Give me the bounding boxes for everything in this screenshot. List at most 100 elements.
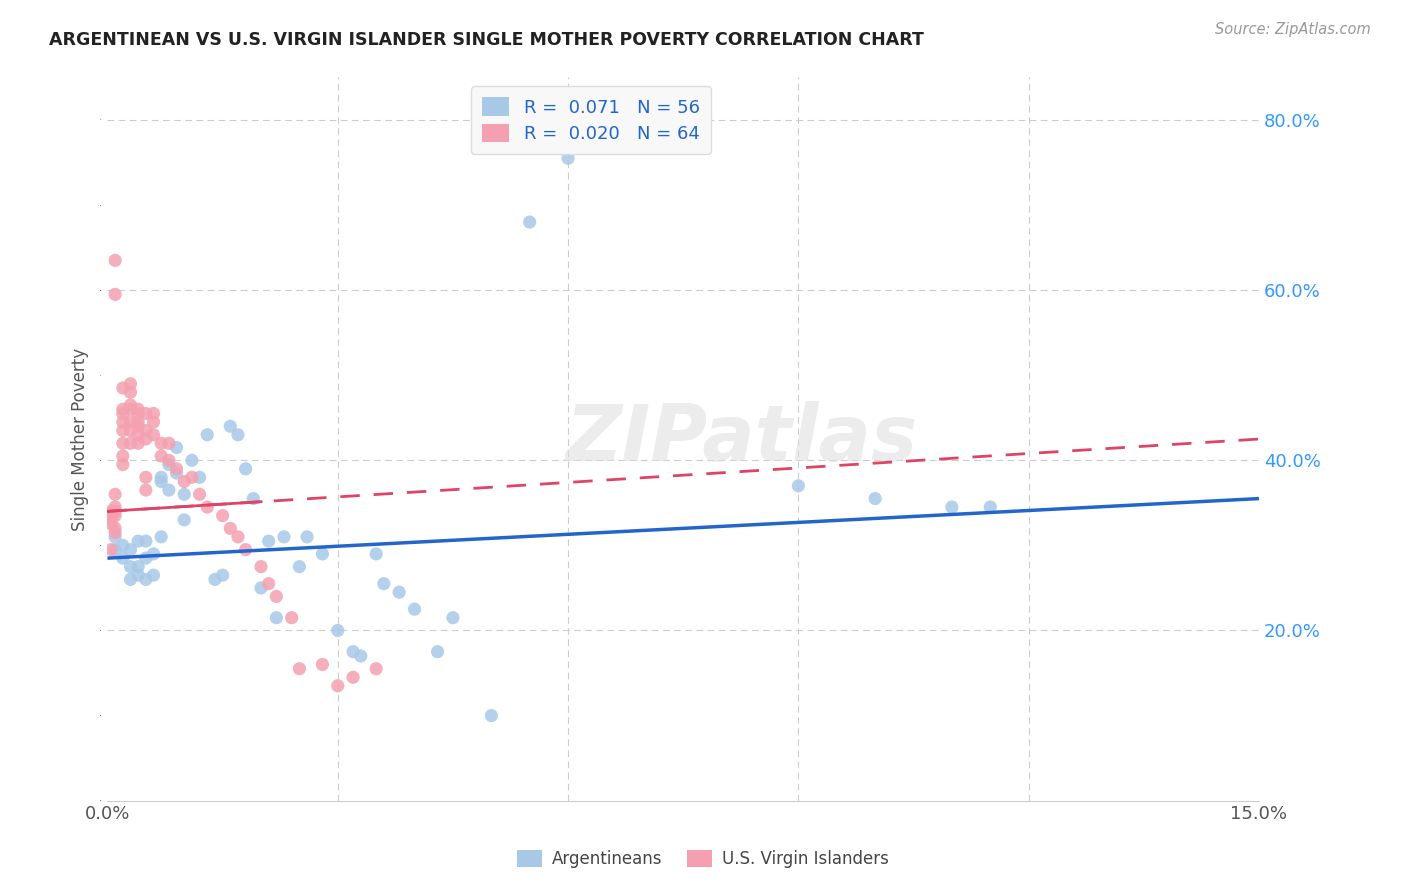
Point	[135, 483, 157, 497]
Point	[342, 670, 364, 684]
Point	[235, 462, 257, 476]
Point	[127, 415, 149, 429]
Point	[226, 427, 249, 442]
Point	[150, 530, 173, 544]
Point	[104, 525, 127, 540]
Point	[120, 398, 142, 412]
Point	[211, 508, 233, 523]
Point	[326, 624, 349, 638]
Point	[111, 381, 134, 395]
Point	[111, 402, 134, 417]
Point	[257, 534, 280, 549]
Point	[557, 151, 579, 165]
Point	[127, 436, 149, 450]
Point	[226, 530, 249, 544]
Point	[257, 576, 280, 591]
Point	[111, 551, 134, 566]
Point	[150, 449, 173, 463]
Point	[104, 504, 127, 518]
Point	[166, 466, 188, 480]
Point	[979, 500, 1001, 514]
Point	[180, 470, 202, 484]
Point	[787, 479, 810, 493]
Point	[111, 538, 134, 552]
Point	[404, 602, 426, 616]
Point	[173, 487, 195, 501]
Point	[173, 513, 195, 527]
Point	[111, 458, 134, 472]
Point	[127, 419, 149, 434]
Point	[120, 573, 142, 587]
Point	[479, 708, 502, 723]
Point	[342, 645, 364, 659]
Point	[150, 475, 173, 489]
Point	[135, 407, 157, 421]
Point	[273, 530, 295, 544]
Point	[120, 385, 142, 400]
Point	[142, 415, 165, 429]
Point	[104, 521, 127, 535]
Point	[127, 568, 149, 582]
Point	[100, 517, 122, 532]
Point	[142, 547, 165, 561]
Point	[188, 487, 211, 501]
Point	[127, 402, 149, 417]
Point	[120, 424, 142, 438]
Point	[941, 500, 963, 514]
Point	[266, 590, 288, 604]
Legend: R =  0.071   N = 56, R =  0.020   N = 64: R = 0.071 N = 56, R = 0.020 N = 64	[471, 87, 710, 154]
Point	[288, 662, 311, 676]
Point	[280, 610, 302, 624]
Point	[373, 576, 395, 591]
Text: ZIPatlas: ZIPatlas	[565, 401, 917, 477]
Point	[366, 662, 388, 676]
Point	[100, 504, 122, 518]
Point	[104, 253, 127, 268]
Point	[111, 436, 134, 450]
Point	[135, 424, 157, 438]
Point	[142, 407, 165, 421]
Point	[135, 551, 157, 566]
Point	[311, 657, 333, 672]
Point	[219, 521, 242, 535]
Point	[104, 500, 127, 514]
Point	[441, 610, 464, 624]
Point	[120, 402, 142, 417]
Point	[120, 436, 142, 450]
Point	[135, 470, 157, 484]
Point	[111, 424, 134, 438]
Point	[104, 287, 127, 301]
Point	[863, 491, 886, 506]
Point	[166, 441, 188, 455]
Point	[127, 559, 149, 574]
Point	[127, 534, 149, 549]
Point	[173, 475, 195, 489]
Point	[120, 415, 142, 429]
Point	[142, 427, 165, 442]
Point	[104, 508, 127, 523]
Point	[195, 500, 218, 514]
Point	[120, 559, 142, 574]
Point	[104, 542, 127, 557]
Point	[288, 559, 311, 574]
Point	[242, 491, 264, 506]
Point	[366, 547, 388, 561]
Point	[100, 542, 122, 557]
Point	[219, 419, 242, 434]
Point	[100, 513, 122, 527]
Legend: Argentineans, U.S. Virgin Islanders: Argentineans, U.S. Virgin Islanders	[510, 843, 896, 875]
Point	[111, 407, 134, 421]
Point	[204, 573, 226, 587]
Point	[100, 508, 122, 523]
Point	[157, 483, 180, 497]
Point	[188, 470, 211, 484]
Point	[120, 376, 142, 391]
Point	[250, 581, 273, 595]
Point	[142, 568, 165, 582]
Point	[157, 453, 180, 467]
Point	[166, 462, 188, 476]
Point	[250, 559, 273, 574]
Point	[127, 427, 149, 442]
Point	[211, 568, 233, 582]
Text: ARGENTINEAN VS U.S. VIRGIN ISLANDER SINGLE MOTHER POVERTY CORRELATION CHART: ARGENTINEAN VS U.S. VIRGIN ISLANDER SING…	[49, 31, 924, 49]
